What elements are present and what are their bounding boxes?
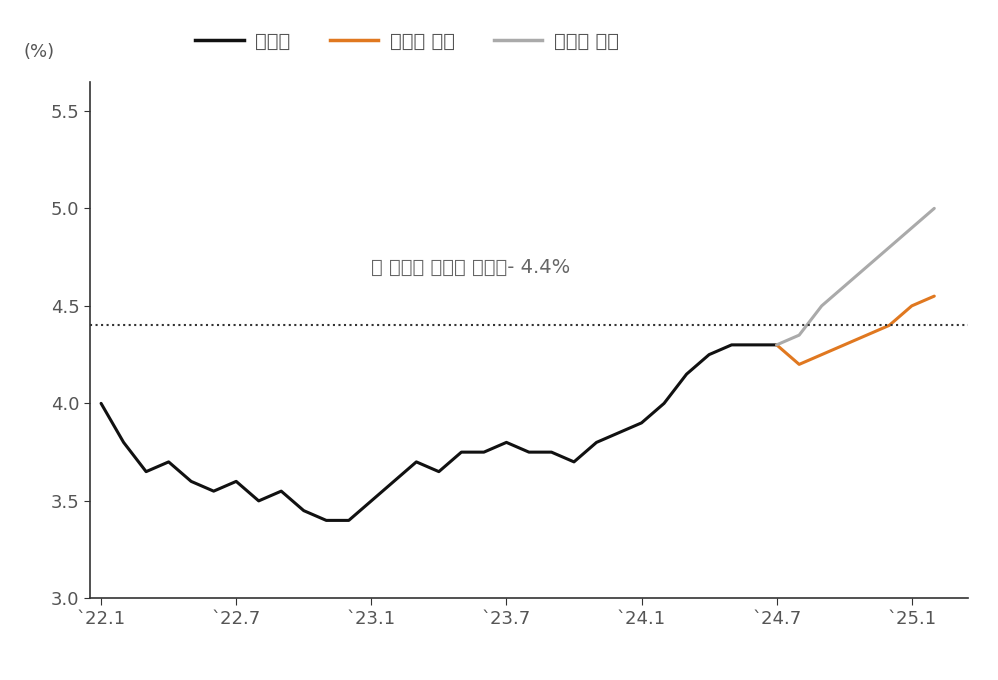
Text: 미 연준의 실업률 전망치- 4.4%: 미 연준의 실업률 전망치- 4.4% (371, 258, 571, 277)
Legend: 실업률, 연착륙 가정, 경착륙 가정: 실업률, 연착륙 가정, 경착륙 가정 (188, 24, 627, 58)
Text: (%): (%) (24, 43, 55, 61)
